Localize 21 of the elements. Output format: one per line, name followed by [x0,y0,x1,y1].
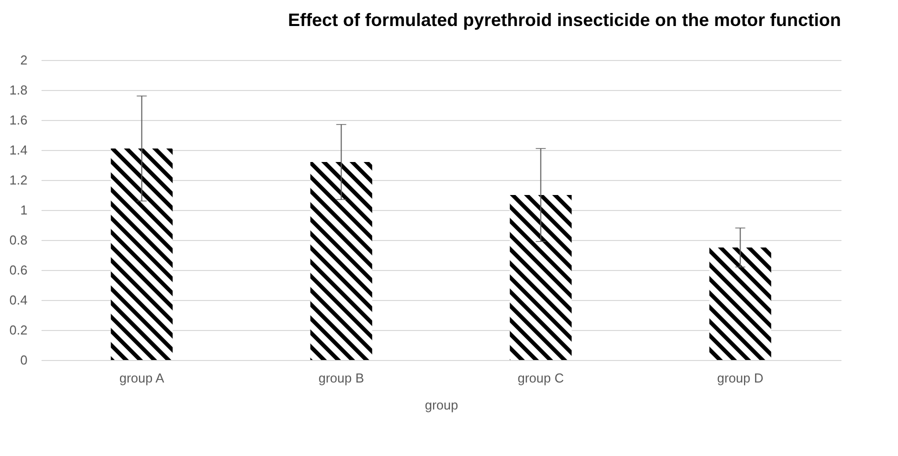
x-tick-label: group C [518,370,564,386]
y-tick-label: 1 [20,202,28,218]
bar [310,162,372,360]
bar [510,195,572,360]
y-tick-label: 0.6 [9,262,28,278]
x-tick-label: group A [119,370,164,386]
x-axis-title: group [424,398,458,412]
bar [110,148,173,360]
y-tick-label: 1.2 [9,172,28,188]
y-tick-label: 1.8 [9,82,28,98]
x-tick-label: group B [318,370,364,386]
chart-title: Effect of formulated pyrethroid insecticide on the motor function [288,10,841,30]
y-tick-label: 2 [20,52,28,68]
y-tick-label: 1.4 [9,142,28,158]
y-tick-label: 0.4 [9,292,28,308]
y-tick-label: 0.2 [9,322,28,338]
bar [709,248,772,360]
y-tick-label: 0.8 [9,232,28,248]
x-tick-label: group D [717,370,764,386]
y-tick-label: 1.6 [9,112,28,128]
y-tick-label: 0 [20,352,28,368]
